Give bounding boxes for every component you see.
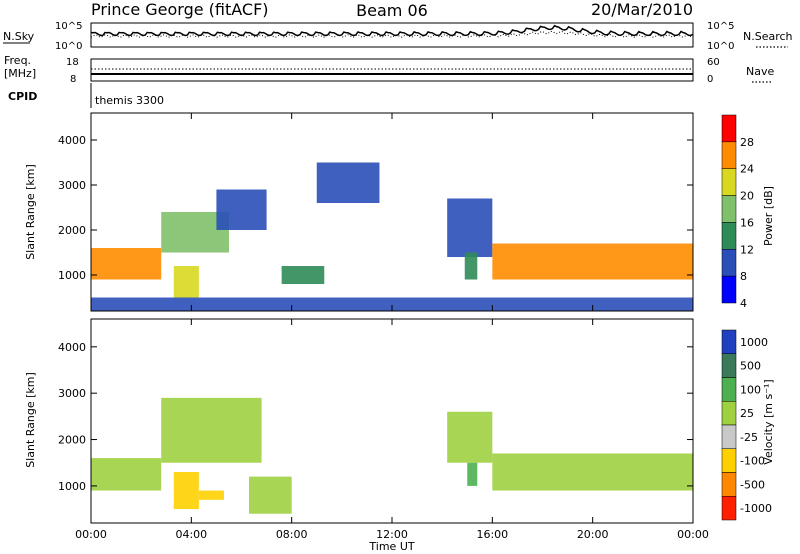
velocity-region-5 <box>447 411 493 463</box>
xtick-label-0: 00:00 <box>75 528 107 541</box>
nsky-tick-bottom: 10^0 <box>55 41 82 52</box>
power-region-3 <box>173 266 199 298</box>
power-colorbar-tick-0: 28 <box>740 136 754 149</box>
beam-title: Beam 06 <box>356 1 428 20</box>
velocity-region-3 <box>198 490 224 500</box>
velocity-colorbar-swatch-0 <box>721 329 737 354</box>
power-region-6 <box>447 198 493 257</box>
power-ytick-label-3: 4000 <box>58 134 86 147</box>
power-region-9 <box>91 297 693 311</box>
velocity-colorbar-swatch-1 <box>721 353 737 378</box>
power-region-4 <box>281 266 325 284</box>
power-colorbar-label: Power [dB] <box>762 186 775 246</box>
nsky-tick-top: 10^5 <box>55 21 82 32</box>
freq-panel-frame <box>90 58 694 82</box>
velocity-colorbar-tick-1: 500 <box>740 360 761 373</box>
velocity-region-7 <box>492 453 693 491</box>
velocity-colorbar-tick-0: 1000 <box>740 336 768 349</box>
power-colorbar-tick-4: 12 <box>740 243 754 256</box>
power-region-7 <box>464 252 478 280</box>
power-colorbar-swatch-6 <box>721 275 737 304</box>
velocity-ytick-label-2: 3000 <box>58 387 86 400</box>
power-colorbar-tick-6: 4 <box>740 297 747 310</box>
power-ytick-label-0: 1000 <box>58 269 86 282</box>
nave-label: Nave <box>746 65 774 78</box>
velocity-colorbar-tick-2: 100 <box>740 383 761 396</box>
velocity-colorbar-swatch-7 <box>721 496 737 521</box>
velocity-colorbar-label: Velocity [m s⁻¹] <box>762 379 775 464</box>
velocity-region-6 <box>467 462 478 486</box>
velocity-colorbar-swatch-4 <box>721 424 737 449</box>
nave-tick-bottom: 0 <box>707 74 713 85</box>
cpid-label: CPID <box>8 90 37 103</box>
nsearch-tick-top: 10^5 <box>707 21 734 32</box>
velocity-region-1 <box>161 397 262 463</box>
velocity-colorbar-swatch-3 <box>721 401 737 426</box>
power-region-2 <box>216 189 267 230</box>
power-region-0 <box>91 248 162 280</box>
xtick-label-4: 16:00 <box>476 528 508 541</box>
velocity-heatmap <box>90 318 694 524</box>
velocity-region-4 <box>249 476 292 514</box>
velocity-colorbar-tick-7: -1000 <box>740 502 772 515</box>
power-colorbar-tick-3: 16 <box>740 216 754 229</box>
velocity-ytick-label-3: 4000 <box>58 341 86 354</box>
freq-label: Freq. <box>4 54 31 67</box>
nsearch-tick-bottom: 10^0 <box>707 41 734 52</box>
nave-tick-top: 60 <box>707 57 720 68</box>
power-colorbar-swatch-1 <box>721 141 737 169</box>
velocity-colorbar-swatch-6 <box>721 472 737 497</box>
velocity-ytick-label-0: 1000 <box>58 480 86 493</box>
velocity-region-2 <box>173 472 199 510</box>
velocity-colorbar-swatch-2 <box>721 377 737 402</box>
xtick-label-5: 20:00 <box>577 528 609 541</box>
freq-tick-top: 18 <box>66 57 79 68</box>
power-colorbar-tick-1: 24 <box>740 163 754 176</box>
velocity-colorbar-tick-5: -100 <box>740 455 765 468</box>
power-colorbar-tick-5: 8 <box>740 270 747 283</box>
power-colorbar-swatch-2 <box>721 168 737 196</box>
power-colorbar-tick-2: 20 <box>740 190 754 203</box>
xtick-label-3: 12:00 <box>376 528 408 541</box>
velocity-ylabel: Slant Range [km] <box>24 372 37 468</box>
power-region-5 <box>316 162 380 203</box>
velocity-region-0 <box>91 458 162 491</box>
station-title: Prince George (fitACF) <box>91 0 269 19</box>
freq-tick-bottom: 8 <box>70 74 76 85</box>
power-colorbar-swatch-0 <box>721 114 737 143</box>
xtick-label-6: 00:00 <box>677 528 709 541</box>
nsky-label: N.Sky <box>3 30 35 43</box>
velocity-ytick-label-1: 2000 <box>58 434 86 447</box>
power-ytick-label-2: 3000 <box>58 179 86 192</box>
power-colorbar-swatch-3 <box>721 195 737 223</box>
velocity-colorbar-tick-3: 25 <box>740 407 754 420</box>
nsky-panel-frame <box>90 22 694 48</box>
xtick-label-2: 08:00 <box>276 528 308 541</box>
power-region-8 <box>492 243 693 280</box>
cpid-value: themis 3300 <box>95 94 164 107</box>
power-ylabel: Slant Range [km] <box>24 164 37 260</box>
power-ytick-label-1: 2000 <box>58 224 86 237</box>
velocity-colorbar-tick-6: -500 <box>740 478 765 491</box>
power-heatmap <box>90 112 694 312</box>
nsearch-label: N.Search <box>743 30 793 43</box>
date-title: 20/Mar/2010 <box>591 0 693 19</box>
xaxis-label: Time UT <box>368 540 414 553</box>
freq-unit: [MHz] <box>4 67 36 80</box>
velocity-colorbar-tick-4: -25 <box>740 431 758 444</box>
xtick-label-1: 04:00 <box>175 528 207 541</box>
velocity-colorbar-swatch-5 <box>721 448 737 473</box>
power-colorbar-swatch-5 <box>721 249 737 277</box>
power-colorbar-swatch-4 <box>721 222 737 250</box>
nsky-trace <box>90 24 694 37</box>
